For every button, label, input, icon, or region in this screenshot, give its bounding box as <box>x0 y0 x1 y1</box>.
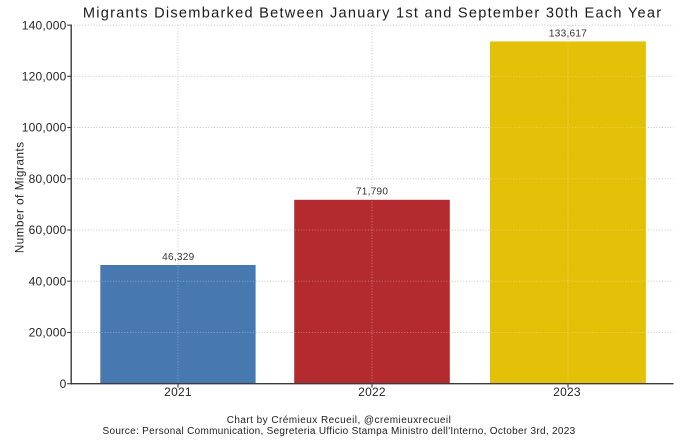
svg-text:0: 0 <box>60 377 67 391</box>
svg-text:120,000: 120,000 <box>22 70 67 84</box>
svg-text:Chart by Crémieux Recueil, @cr: Chart by Crémieux Recueil, @cremieuxrecu… <box>227 415 452 426</box>
svg-text:40,000: 40,000 <box>29 274 67 288</box>
svg-text:Number of Migrants: Number of Migrants <box>14 141 27 253</box>
svg-text:2021: 2021 <box>164 385 192 399</box>
svg-text:60,000: 60,000 <box>29 223 67 237</box>
svg-text:2023: 2023 <box>553 385 581 399</box>
svg-text:2022: 2022 <box>358 385 386 399</box>
svg-text:80,000: 80,000 <box>29 172 67 186</box>
svg-text:133,617: 133,617 <box>549 28 587 39</box>
svg-text:100,000: 100,000 <box>22 121 67 135</box>
svg-text:Migrants Disembarked Between J: Migrants Disembarked Between January 1st… <box>83 6 662 22</box>
svg-text:Source: Personal Communication: Source: Personal Communication, Segreter… <box>102 426 575 437</box>
svg-text:140,000: 140,000 <box>22 18 67 32</box>
svg-text:46,329: 46,329 <box>162 252 195 263</box>
svg-text:71,790: 71,790 <box>356 187 389 198</box>
svg-text:20,000: 20,000 <box>29 326 67 340</box>
